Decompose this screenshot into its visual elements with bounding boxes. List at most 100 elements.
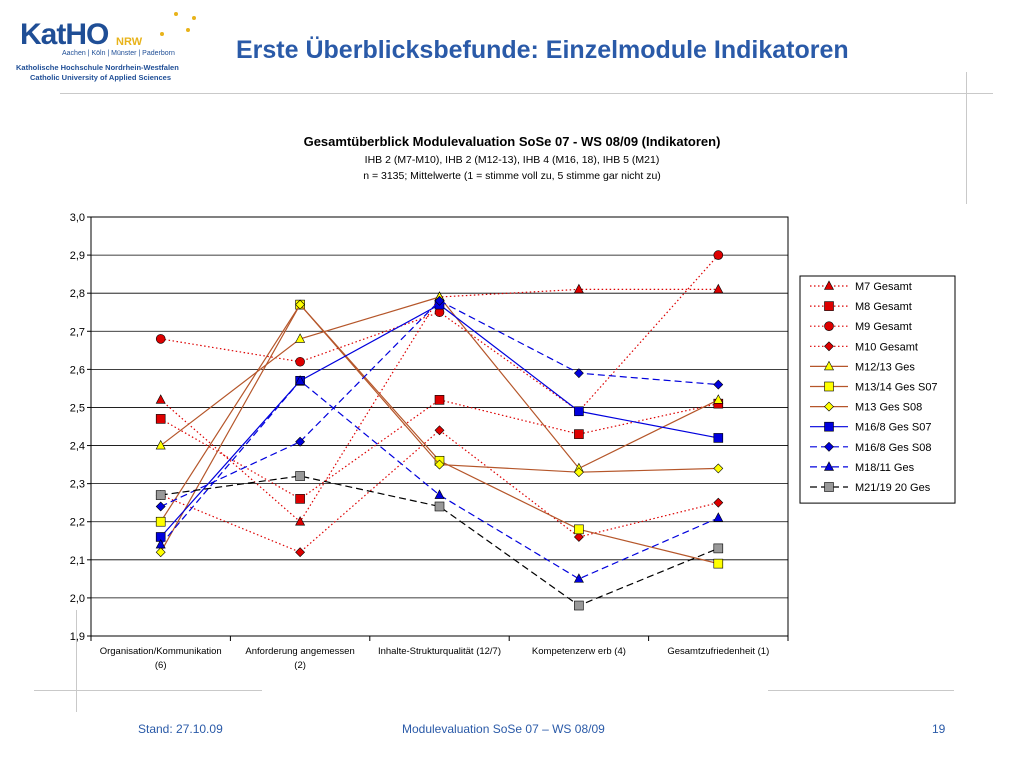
data-point (434, 425, 445, 436)
data-point (713, 543, 724, 554)
logo-nrw: NRW (116, 36, 143, 48)
data-point (573, 573, 584, 583)
y-tick-label: 2,2 (70, 517, 85, 529)
data-point (155, 414, 166, 424)
logo-line-german: Katholische Hochschule Nordrhein-Westfal… (16, 63, 179, 72)
data-point (155, 334, 166, 344)
legend-marker (824, 441, 834, 452)
bottom-left-vertical-rule (76, 610, 77, 712)
x-tick-label: Gesamtzufriedenheit (1) (667, 646, 769, 657)
data-point (573, 467, 584, 478)
x-tick-label: Organisation/Kommunikation (100, 646, 222, 657)
y-tick-label: 2,9 (70, 250, 85, 262)
plot-area: 3,0 2,9 2,8 2,7 2,6 2,5 2,4 2,3 2,2 2,1 2,0 1,9 Orga… (70, 212, 789, 671)
data-point (713, 512, 724, 522)
x-tick-label: Kompetenzerw erb (4) (532, 646, 626, 657)
legend-marker (824, 280, 834, 290)
chart-title: Gesamtüberblick Modulevaluation SoSe 07 … (304, 134, 721, 149)
data-point (295, 547, 306, 558)
series-line (160, 429, 719, 553)
chart-subtitle-1: IHB 2 (M7-M10), IHB 2 (M12-13), IHB 4 (M… (365, 154, 660, 166)
y-tick-label: 1,9 (70, 631, 85, 643)
legend-label: M18/11 Ges (855, 462, 915, 474)
data-point (295, 516, 306, 526)
legend-marker (824, 341, 834, 352)
data-point (155, 439, 166, 450)
legend-marker (824, 360, 834, 371)
chart-subtitle-2: n = 3135; Mittelwerte (1 = stimme voll z… (363, 170, 661, 182)
data-point (434, 295, 445, 306)
data-point (295, 299, 306, 310)
legend-marker (824, 301, 834, 311)
legend-label: M13/14 Ges S07 (855, 382, 938, 394)
data-point (713, 394, 724, 404)
logo-line-english: Catholic University of Applied Sciences (30, 73, 172, 82)
footer-stand: Stand: 27.10.09 (138, 722, 223, 736)
data-point (295, 436, 306, 447)
slide-title: Erste Überblicksbefunde: Einzelmodule In… (236, 36, 849, 64)
top-rule (60, 93, 993, 94)
legend-marker (824, 461, 834, 471)
legend-label: M8 Gesamt (855, 301, 912, 313)
data-point (155, 501, 166, 512)
data-point (574, 600, 584, 611)
data-point (295, 356, 305, 367)
legend-label: M13 Ges S08 (855, 402, 922, 414)
data-point (573, 532, 584, 542)
data-point (434, 459, 445, 470)
logo-wordmark: KatHO (20, 18, 109, 51)
y-tick-label: 2,6 (70, 364, 85, 376)
data-point (713, 433, 724, 443)
page-number: 19 (932, 722, 946, 736)
top-right-vertical-rule (966, 72, 967, 204)
data-point (295, 375, 306, 385)
data-point (155, 490, 166, 500)
logo-cities: Aachen | Köln | Münster | Paderborn (62, 50, 175, 57)
legend-marker (824, 482, 834, 492)
data-point (713, 379, 724, 390)
legend-label: M10 Gesamt (855, 341, 918, 353)
y-tick-label: 3,0 (70, 212, 85, 224)
legend-marker (824, 381, 834, 392)
legend-marker (824, 401, 834, 412)
y-tick-label: 2,3 (70, 479, 85, 491)
data-point (155, 516, 166, 527)
data-point (434, 489, 445, 499)
data-point (713, 558, 724, 569)
footer-center: Modulevaluation SoSe 07 – WS 08/09 (402, 722, 605, 736)
data-point (573, 283, 584, 294)
legend-label: M7 Gesamt (855, 281, 912, 293)
series-line (160, 475, 719, 607)
legend-label: M21/19 20 Ges (855, 482, 931, 494)
x-tick-label: (6) (155, 660, 167, 671)
data-point (295, 494, 305, 504)
katho-logo: KatHO NRW Aachen | Köln | Münster | Pade… (16, 12, 216, 90)
data-point (573, 368, 584, 379)
legend-marker (824, 321, 834, 332)
bottom-right-rule (768, 690, 954, 691)
data-point (155, 547, 166, 558)
data-point (155, 394, 166, 404)
data-point (713, 497, 724, 508)
y-tick-label: 2,0 (70, 593, 85, 605)
x-tick-label: (2) (294, 660, 306, 671)
data-point (574, 406, 584, 417)
legend-label: M12/13 Ges (855, 361, 915, 373)
data-point (713, 463, 724, 474)
data-point (574, 524, 584, 535)
series-line (160, 379, 719, 580)
y-tick-label: 2,4 (70, 441, 85, 453)
x-tick-label: Anforderung angemessen (245, 646, 354, 657)
y-tick-label: 2,8 (70, 288, 85, 300)
series-line (160, 300, 719, 508)
legend-label: M16/8 Ges S07 (855, 422, 931, 434)
y-tick-label: 2,5 (70, 402, 85, 414)
chart-legend: M7 Gesamt M8 Gesamt M9 Gesamt M10 Gesamt M12… (799, 275, 956, 504)
data-point (434, 395, 445, 405)
data-point (713, 283, 724, 294)
legend-label: M9 Gesamt (855, 321, 912, 333)
legend-marker (824, 421, 834, 432)
data-point (155, 538, 166, 549)
data-point (713, 250, 724, 260)
